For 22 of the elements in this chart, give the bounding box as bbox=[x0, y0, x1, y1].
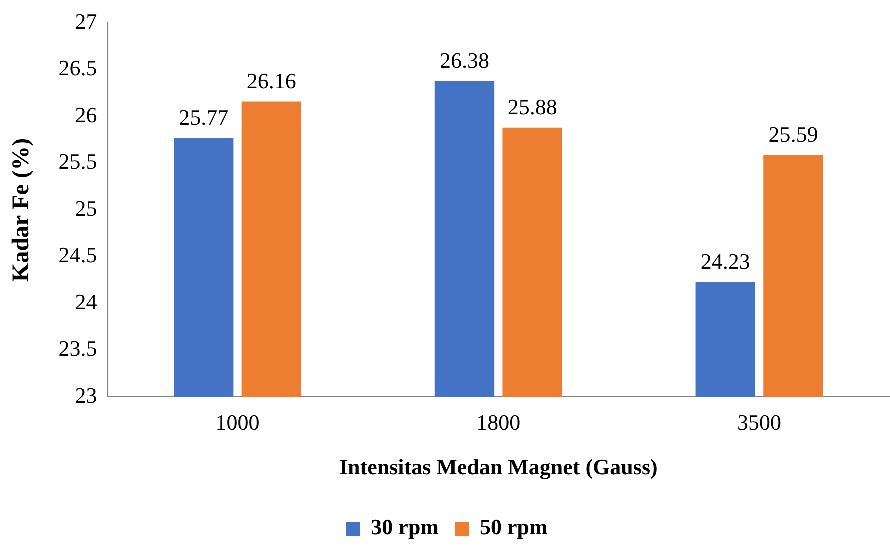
x-tick-label: 1800 bbox=[476, 410, 521, 436]
y-tick-label: 26 bbox=[75, 102, 98, 128]
data-label: 25.59 bbox=[768, 122, 818, 147]
data-label: 25.88 bbox=[508, 94, 558, 120]
x-tick-label: 1000 bbox=[216, 410, 260, 436]
y-axis-title: Kadar Fe (%) bbox=[8, 138, 35, 282]
data-label: 26.38 bbox=[440, 48, 490, 73]
y-tick-label: 23 bbox=[75, 382, 98, 408]
y-tick-label: 24.5 bbox=[58, 242, 98, 268]
legend-label: 30 rpm bbox=[371, 514, 439, 540]
y-tick-label: 25.5 bbox=[58, 149, 98, 174]
y-tick-label: 24 bbox=[75, 289, 98, 314]
data-label: 25.77 bbox=[179, 104, 229, 130]
y-tick-label: 23.5 bbox=[58, 336, 98, 362]
y-tick-label: 25 bbox=[75, 196, 98, 221]
y-tick-label: 27 bbox=[75, 8, 98, 34]
x-tick-label: 3500 bbox=[738, 410, 782, 436]
legend-label: 50 rpm bbox=[480, 514, 548, 540]
data-label: 24.23 bbox=[700, 248, 750, 274]
y-tick-label: 26.5 bbox=[58, 56, 98, 81]
data-label: 26.16 bbox=[246, 68, 296, 94]
x-axis-title: Intensitas Medan Magnet (Gauss) bbox=[339, 454, 658, 480]
